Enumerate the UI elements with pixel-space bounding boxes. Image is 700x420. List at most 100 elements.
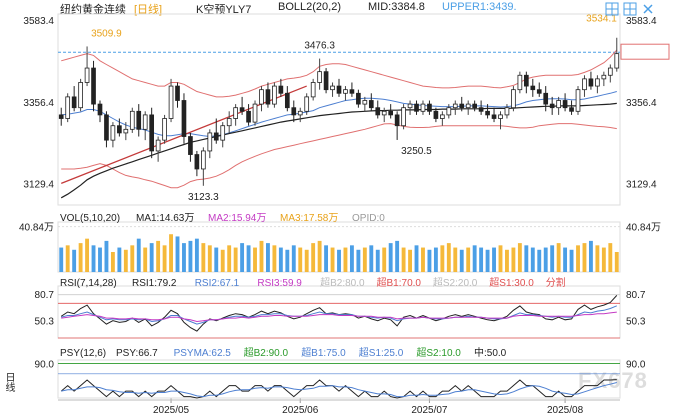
volume-bar bbox=[59, 247, 64, 272]
candle-down bbox=[136, 110, 142, 130]
volume-bar bbox=[375, 249, 380, 272]
volume-bar bbox=[433, 247, 438, 272]
volume-bar bbox=[517, 243, 522, 272]
candle-up bbox=[595, 78, 600, 87]
candle-down bbox=[246, 110, 251, 123]
volume-bar bbox=[349, 245, 354, 272]
volume-bar bbox=[337, 249, 341, 272]
grid-icon[interactable] bbox=[605, 2, 619, 16]
rsi-indicator: RSI1:79.2 bbox=[132, 278, 177, 289]
volume-bar bbox=[485, 249, 490, 272]
candle-up bbox=[440, 114, 445, 119]
psy-indicator: 超B2:90.0 bbox=[244, 346, 289, 359]
candle-down bbox=[265, 89, 271, 105]
volume-bar bbox=[537, 249, 542, 272]
rsi-tick-right: 80.7 bbox=[626, 290, 646, 301]
period-side-tag[interactable]: 日线 bbox=[3, 372, 14, 392]
volume-bar bbox=[492, 247, 496, 272]
period-label[interactable]: [日线] bbox=[134, 4, 163, 16]
volume-bar bbox=[324, 245, 329, 272]
price-annotation: 3509.9 bbox=[91, 28, 122, 39]
candle-up bbox=[226, 118, 232, 127]
volume-bar bbox=[582, 243, 587, 272]
candle-down bbox=[323, 71, 329, 91]
volume-bar bbox=[408, 249, 412, 272]
volume-bar bbox=[188, 240, 193, 272]
rsi-indicator: RSI3:59.9 bbox=[257, 278, 302, 289]
candle-up bbox=[207, 132, 213, 152]
volume-tick-left: 40.84万 bbox=[19, 223, 54, 234]
volume-bar bbox=[608, 243, 613, 272]
candle-up bbox=[142, 114, 148, 130]
candle-down bbox=[394, 114, 400, 127]
volume-bar bbox=[65, 245, 70, 272]
volume-bar bbox=[543, 247, 548, 272]
psy-tick-right: 90.0 bbox=[626, 359, 646, 370]
candle-up bbox=[65, 96, 71, 119]
grid-icon[interactable] bbox=[623, 2, 637, 16]
candle-down bbox=[478, 107, 484, 112]
candle-down bbox=[562, 100, 568, 109]
volume-bar bbox=[421, 247, 425, 272]
volume-indicator: OPID:0 bbox=[352, 213, 385, 224]
rsi-line bbox=[61, 305, 617, 325]
volume-bar bbox=[266, 243, 270, 272]
candle-down bbox=[368, 100, 374, 109]
volume-bar bbox=[569, 249, 574, 272]
candle-up bbox=[381, 110, 387, 116]
candle-up bbox=[452, 103, 458, 109]
close-icon[interactable] bbox=[643, 4, 653, 14]
candle-up bbox=[201, 150, 206, 170]
candle-down bbox=[536, 89, 542, 94]
volume-bar bbox=[278, 247, 283, 272]
volume-bar bbox=[588, 240, 593, 272]
candle-down bbox=[175, 85, 180, 101]
volume-bar bbox=[259, 240, 264, 272]
candle-down bbox=[459, 103, 465, 109]
volume-tick-right: 40.84万 bbox=[626, 223, 661, 234]
candle-up bbox=[343, 89, 348, 94]
volume-bar bbox=[401, 247, 406, 272]
volume-bar bbox=[362, 247, 367, 272]
boll-mid-label: MID:3384.8 bbox=[368, 1, 425, 13]
rsi-title: RSI(7,14,28) bbox=[60, 278, 117, 289]
psy-indicator: 中:50.0 bbox=[474, 346, 507, 359]
volume-bar bbox=[91, 245, 96, 272]
candle-up bbox=[297, 110, 303, 116]
psy-line bbox=[60, 379, 617, 399]
candle-down bbox=[530, 85, 536, 91]
candle-down bbox=[356, 92, 361, 105]
symbol-title: 纽约黄金连续 bbox=[60, 4, 126, 16]
candle-down bbox=[485, 110, 490, 116]
candle-up bbox=[162, 118, 167, 141]
volume-bar bbox=[162, 245, 167, 272]
volume-bar bbox=[427, 249, 432, 272]
candle-up bbox=[420, 103, 426, 112]
k-label: K空预YLY7 bbox=[196, 4, 252, 16]
psy-indicator: PSYMA:62.5 bbox=[174, 348, 232, 359]
volume-bar bbox=[169, 234, 173, 272]
volume-bar bbox=[595, 245, 600, 272]
candle-up bbox=[407, 103, 413, 109]
volume-bar bbox=[143, 247, 148, 272]
candle-up bbox=[607, 67, 613, 76]
volume-indicator: MA1:14.63万 bbox=[136, 213, 194, 224]
volume-bar bbox=[182, 243, 186, 272]
volume-bar bbox=[446, 243, 451, 272]
volume-bar bbox=[530, 247, 535, 272]
rsi-indicator: 分割 bbox=[546, 276, 566, 289]
volume-bar bbox=[110, 252, 115, 272]
candle-up bbox=[259, 89, 264, 105]
candle-down bbox=[549, 103, 555, 109]
volume-bar bbox=[414, 245, 419, 272]
price-annotation: 3250.5 bbox=[401, 146, 432, 157]
volume-bar bbox=[479, 247, 484, 272]
candle-down bbox=[543, 92, 549, 105]
candle-down bbox=[58, 114, 64, 119]
volume-bar bbox=[207, 245, 212, 272]
candle-down bbox=[104, 114, 109, 141]
candle-down bbox=[284, 92, 290, 109]
rsi-indicator: 超S2:20.0 bbox=[433, 276, 478, 289]
candle-up bbox=[517, 74, 523, 91]
